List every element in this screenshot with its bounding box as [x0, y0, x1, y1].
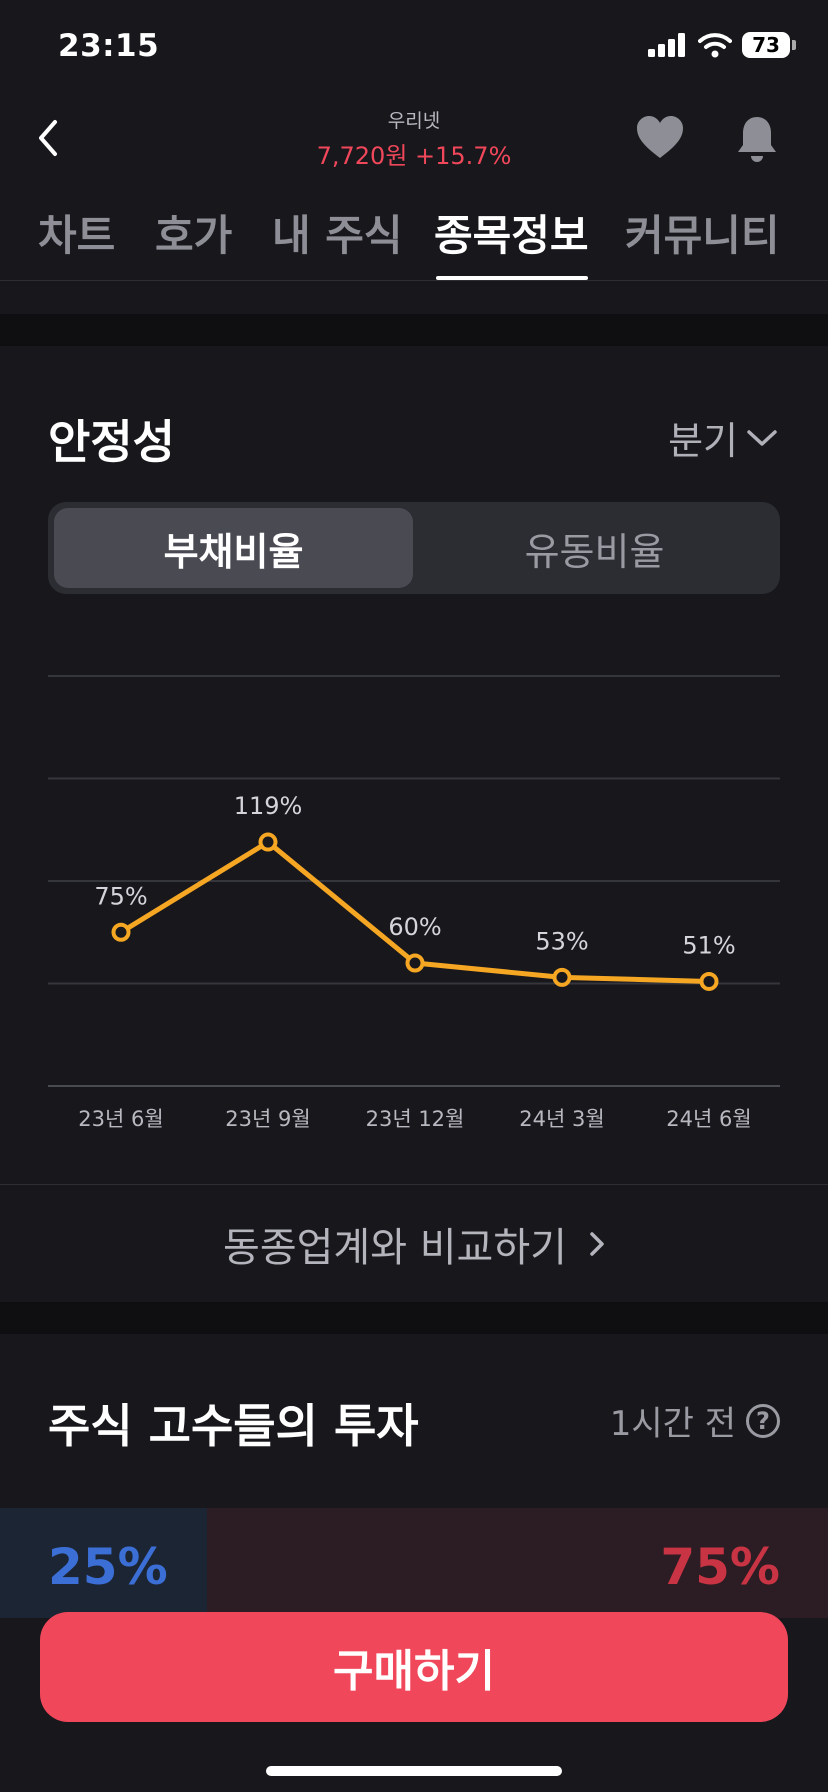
bell-icon — [738, 117, 776, 162]
alarm-button[interactable] — [733, 114, 781, 164]
sell-ratio-fill — [207, 1508, 828, 1618]
chevron-left-icon — [39, 120, 57, 156]
signal-icon — [648, 33, 685, 57]
chart-point — [111, 922, 131, 942]
chart-data-label: 51% — [682, 931, 735, 959]
current-ratio-tab[interactable]: 유동비율 — [524, 529, 665, 574]
chart-data-label: 53% — [535, 927, 588, 955]
chevron-down-icon — [747, 429, 777, 446]
status-icons: 73 — [648, 32, 796, 58]
chart-x-tick-label: 23년 6월 — [78, 1107, 163, 1131]
chart-x-tick-label: 24년 6월 — [666, 1107, 751, 1131]
debt-ratio-chart: 75% 23년 6월 119% 23년 9월 60% 23년 12월 53% 24년 3월 51… — [48, 660, 780, 1140]
compare-industry-button[interactable]: 동종업계와 비교하기 — [0, 1184, 828, 1303]
experts-title: 주식 고수들의 투자 — [48, 1399, 419, 1453]
tab-orderbook[interactable]: 호가 — [155, 211, 233, 260]
time-ago-label: 1시간 전 — [609, 1404, 736, 1444]
chart-point — [699, 971, 719, 991]
update-time: 1시간 전 ? — [610, 1396, 780, 1445]
compare-label: 동종업계와 비교하기 — [223, 1225, 567, 1271]
tab-stock-info[interactable]: 종목정보 — [434, 211, 589, 260]
stock-price: 7,720원 +15.7% — [316, 142, 512, 170]
chart-point — [258, 832, 278, 852]
ratio-toggle: 부채비율 유동비율 — [48, 502, 780, 594]
tab-chart[interactable]: 차트 — [38, 211, 116, 260]
buy-sell-ratio-bar — [0, 1508, 828, 1618]
chart-point — [552, 967, 572, 987]
tab-underline — [436, 276, 588, 280]
back-button[interactable] — [28, 112, 68, 164]
section-divider — [0, 1302, 828, 1334]
tab-community[interactable]: 커뮤니티 — [625, 211, 780, 260]
section-divider — [0, 314, 828, 346]
stock-name: 우리넷 — [387, 110, 441, 132]
home-indicator — [266, 1766, 562, 1776]
help-icon[interactable]: ? — [746, 1403, 780, 1438]
chart-x-tick-label: 24년 3월 — [519, 1107, 604, 1131]
chart-svg: 75% 23년 6월 119% 23년 9월 60% 23년 12월 53% 24년 3월 51… — [48, 675, 780, 1131]
period-dropdown[interactable]: 분기 — [668, 410, 778, 465]
chart-data-label: 75% — [94, 882, 147, 910]
chart-x-tick-label: 23년 9월 — [225, 1107, 310, 1131]
chart-x-tick-label: 23년 12월 — [366, 1107, 465, 1131]
buy-ratio-fill — [0, 1508, 207, 1618]
tab-bar: 차트 호가 내 주식 종목정보 커뮤니티 — [0, 196, 828, 281]
buy-button[interactable]: 구매하기 — [40, 1612, 788, 1722]
heart-icon — [637, 116, 683, 158]
sell-ratio: 75% — [660, 1538, 780, 1596]
period-label: 분기 — [668, 419, 738, 463]
status-time: 23:15 — [58, 28, 160, 64]
chart-data-label: 60% — [388, 913, 441, 941]
chart-point — [405, 953, 425, 973]
battery-icon: 73 — [742, 32, 796, 58]
tab-my-stock[interactable]: 내 주식 — [272, 211, 403, 260]
buy-ratio: 25% — [48, 1538, 168, 1596]
wifi-icon — [698, 33, 732, 58]
section-title: 안정성 — [48, 415, 175, 469]
chart-data-label: 119% — [234, 792, 303, 820]
chevron-right-icon — [590, 1232, 604, 1256]
favorite-button[interactable] — [634, 114, 686, 162]
debt-ratio-tab[interactable]: 부채비율 — [54, 508, 413, 588]
